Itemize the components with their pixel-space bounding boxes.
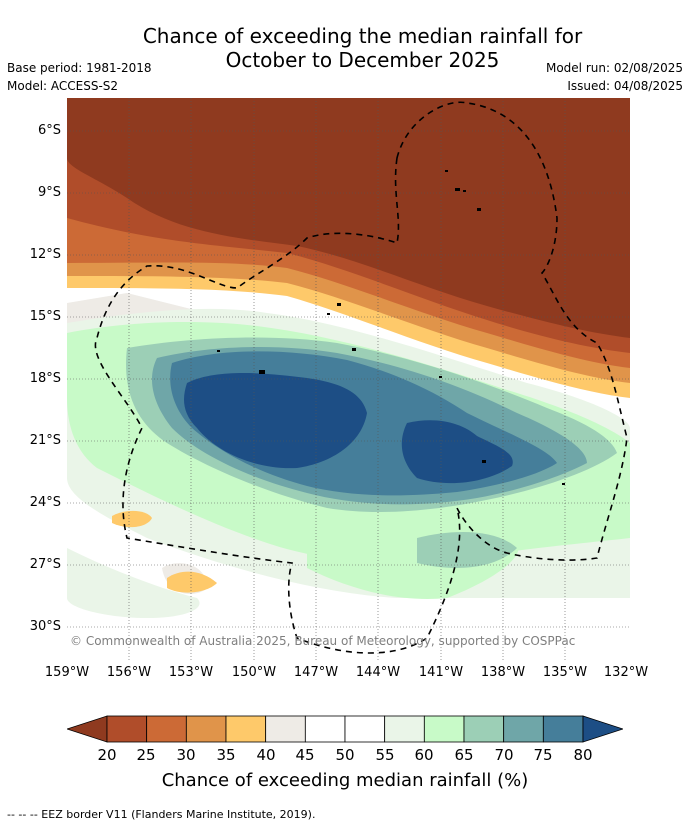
colorbar-label-45: 45 (295, 746, 315, 764)
meta-right: Model run: 02/08/2025 Issued: 04/08/2025 (546, 59, 683, 95)
zone-80-plus-east (401, 420, 513, 484)
lat-label-9s: 9°S (37, 185, 61, 200)
colorbar-cell (146, 715, 187, 743)
lon-label-156w: 156°W (106, 665, 152, 680)
issued-date: Issued: 04/08/2025 (567, 79, 683, 93)
colorbar-label-35: 35 (216, 746, 236, 764)
lat-label-12s: 12°S (29, 247, 61, 262)
lat-label-15s: 15°S (29, 309, 61, 324)
lat-label-27s: 27°S (29, 557, 61, 572)
zone-65-70-patch (417, 532, 517, 568)
colorbar-title: Chance of exceeding median rainfall (%) (161, 770, 529, 791)
zone-80-plus-west (184, 373, 367, 469)
colorbar-label-30: 30 (176, 746, 196, 764)
credit-text: © Commonwealth of Australia 2025, Bureau… (70, 634, 576, 648)
rainfall-map-svg (67, 98, 630, 660)
lon-label-159w: 159°W (44, 665, 90, 680)
warm-patch-1 (112, 510, 152, 528)
lon-label-141w: 141°W (418, 665, 464, 680)
colorbar-label-70: 70 (494, 746, 514, 764)
colorbar-svg (65, 715, 625, 743)
colorbar-cell (344, 715, 386, 743)
model-run: Model run: 02/08/2025 (545, 61, 683, 75)
lat-label-24s: 24°S (29, 495, 61, 510)
colorbar-cells (65, 715, 625, 743)
colorbar-label-40: 40 (256, 746, 276, 764)
islands (217, 170, 565, 485)
lon-label-150w: 150°W (231, 665, 277, 680)
colorbar-arrow-low (65, 715, 108, 743)
colorbar-cell (304, 715, 346, 743)
lon-label-144w: 144°W (355, 665, 401, 680)
lat-label-21s: 21°S (29, 433, 61, 448)
colorbar-cell (423, 715, 465, 743)
colorbar-label-60: 60 (414, 746, 434, 764)
colorbar-label-20: 20 (97, 746, 117, 764)
colorbar-label-65: 65 (454, 746, 474, 764)
base-period: Base period: 1981-2018 (7, 61, 152, 75)
eez-border-line (94, 101, 628, 654)
colorbar-label-25: 25 (136, 746, 156, 764)
colorbar-cell (463, 715, 505, 743)
eez-legend-note: -- -- -- EEZ border V11 (Flanders Marine… (7, 808, 316, 821)
colorbar-label-55: 55 (375, 746, 395, 764)
rainfall-map (67, 98, 630, 660)
colorbar-label-50: 50 (335, 746, 355, 764)
colorbar-cell (185, 715, 227, 743)
colorbar-arrow-high (582, 715, 625, 743)
lat-label-30s: 30°S (29, 619, 61, 634)
colorbar-label-80: 80 (573, 746, 593, 764)
map-title-line1: Chance of exceeding the median rainfall … (142, 24, 583, 48)
model-name: Model: ACCESS-S2 (7, 79, 119, 93)
lon-label-147w: 147°W (293, 665, 339, 680)
colorbar-cell (542, 715, 584, 743)
lat-label-18s: 18°S (29, 371, 61, 386)
zone-below-20 (67, 98, 630, 338)
lon-label-135w: 135°W (542, 665, 588, 680)
map-title-line2: October to December 2025 (225, 48, 500, 72)
colorbar-cell (265, 715, 306, 743)
colorbar-cell (384, 715, 425, 743)
colorbar-cell (106, 715, 148, 743)
lon-label-132w: 132°W (603, 665, 649, 680)
zone-55-60-south (67, 548, 200, 618)
lon-label-153w: 153°W (168, 665, 214, 680)
graticule (67, 98, 630, 660)
lon-label-138w: 138°W (480, 665, 526, 680)
colorbar-label-75: 75 (533, 746, 553, 764)
map-title: Chance of exceeding the median rainfall … (0, 24, 690, 72)
colorbar-cell (225, 715, 267, 743)
colorbar-cell (503, 715, 544, 743)
lat-label-6s: 6°S (37, 123, 61, 138)
warm-patch-2 (167, 571, 217, 593)
colorbar (65, 714, 625, 744)
meta-left: Base period: 1981-2018 Model: ACCESS-S2 (7, 59, 152, 95)
